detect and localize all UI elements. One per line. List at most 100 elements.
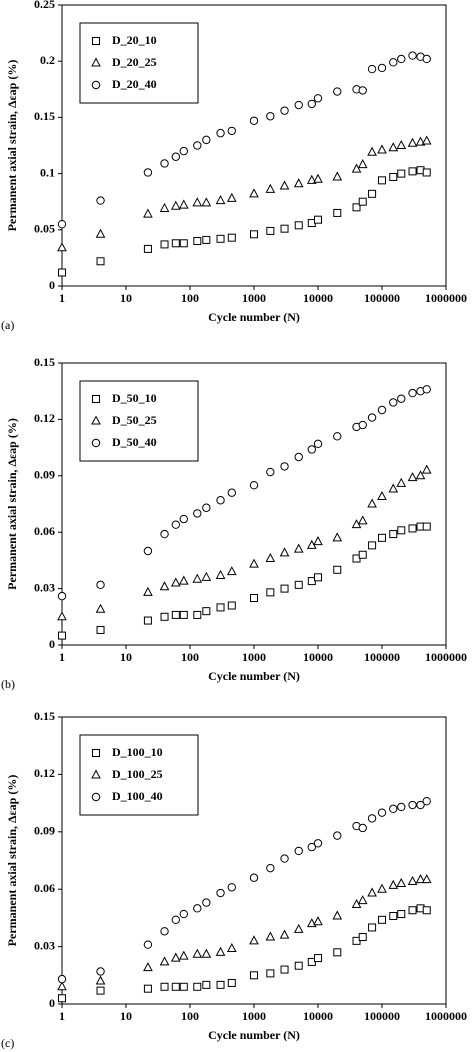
marker-square [96,625,105,634]
marker-square [160,982,169,991]
marker-square [352,203,361,212]
marker-triangle [170,200,181,210]
marker-square [202,607,211,616]
x-tick-label: 100000 [364,650,400,664]
marker-square [368,189,377,198]
marker-square [358,933,367,942]
marker-square [171,982,180,991]
x-tick-label: 10000 [303,1009,333,1023]
marker-circle [227,883,237,892]
marker-triangle [91,415,101,425]
marker-square [280,224,289,233]
marker-triangle [249,188,259,198]
marker-circle [193,141,202,150]
marker-square [202,980,211,989]
marker-circle [377,808,387,817]
marker-circle [202,503,211,512]
marker-circle [377,63,387,73]
marker-triangle [279,547,290,557]
marker-triangle [415,136,426,146]
marker-triangle [377,490,387,500]
marker-triangle [91,57,101,67]
panel-label: (a) [1,318,14,332]
x-tick-label: 100 [181,1009,199,1023]
marker-square [193,237,202,246]
marker-circle [179,514,188,524]
marker-square [202,235,211,244]
marker-triangle [95,975,106,985]
marker-circle [333,87,342,96]
y-tick-label: 0.06 [34,524,55,538]
marker-square [294,961,303,970]
y-tick-label: 0.25 [34,0,55,11]
marker-triangle [95,228,106,238]
marker-triangle [357,159,368,169]
marker-circle [408,800,417,810]
y-tick-label: 0.05 [34,222,55,236]
marker-triangle [421,135,432,145]
marker-square [358,550,367,559]
marker-square [160,240,169,249]
marker-triangle [388,483,399,493]
marker-triangle [293,178,304,188]
marker-circle [294,452,303,462]
marker-square [422,168,431,177]
marker-circle [266,112,275,121]
marker-circle [227,488,237,497]
marker-circle [280,106,289,115]
marker-square [216,603,225,612]
legend-label: D_100_10 [112,745,163,759]
marker-triangle [396,877,407,887]
marker-triangle [57,611,67,621]
y-tick-label: 0.03 [34,938,55,952]
panel-label: (c) [1,1036,14,1050]
x-tick-label: 10 [120,650,132,664]
marker-circle [333,432,342,441]
x-axis-label: Cycle number (N) [208,669,300,683]
marker-triangle [415,470,426,480]
marker-triangle [293,543,304,553]
marker-circle [249,481,259,490]
marker-triangle [388,142,399,152]
marker-square [143,984,152,993]
x-tick-label: 100 [181,650,199,664]
marker-triangle [332,910,343,920]
x-tick-label: 100000 [364,291,400,305]
marker-triangle [313,536,323,546]
marker-triangle [143,208,153,218]
x-tick-label: 1000000 [425,650,467,664]
marker-triangle [396,139,407,149]
y-tick-label: 0.15 [34,709,55,723]
marker-circle [280,462,289,471]
x-tick-label: 100 [181,291,199,305]
marker-circle [313,439,323,449]
marker-circle [397,394,406,403]
marker-circle [193,904,202,913]
legend-label: D_50_10 [112,391,157,405]
marker-square [92,395,100,403]
marker-circle [358,420,367,430]
x-tick-label: 1 [59,1009,65,1023]
marker-triangle [332,532,343,542]
marker-circle [358,86,367,95]
legend-label: D_100_25 [112,767,163,781]
x-tick-label: 1 [59,291,65,305]
marker-square [160,612,169,621]
marker-triangle [407,472,418,482]
y-tick-label: 0.06 [34,881,55,895]
marker-triangle [279,180,290,190]
marker-triangle [159,956,170,966]
marker-triangle [226,192,237,202]
y-tick-label: 0 [49,637,55,651]
marker-square [266,969,275,978]
marker-square [280,965,289,974]
y-tick-label: 0 [49,278,55,292]
marker-circle [171,520,181,529]
marker-square [227,978,236,987]
marker-square [294,221,303,230]
marker-circle [227,126,237,136]
x-axis-label: Cycle number (N) [208,1028,300,1042]
marker-circle [397,54,406,64]
marker-circle [193,509,202,518]
marker-square [143,244,152,253]
